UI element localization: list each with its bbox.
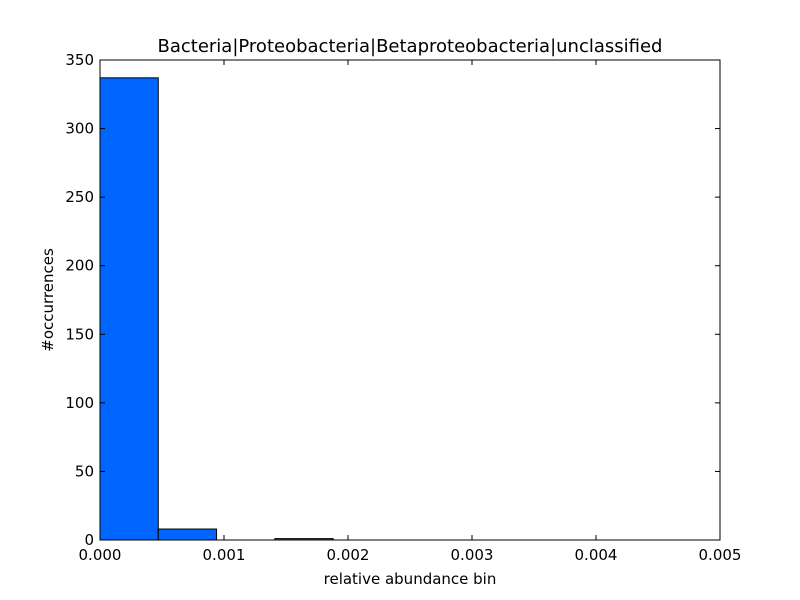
histogram-bar-1 xyxy=(157,528,218,541)
y-tick-label: 100 xyxy=(65,394,94,412)
x-tick-label: 0.000 xyxy=(79,546,122,564)
plot-frame xyxy=(99,59,721,541)
y-tick-label: 150 xyxy=(65,325,94,343)
x-tick-label: 0.005 xyxy=(699,546,742,564)
x-tick-label: 0.001 xyxy=(203,546,246,564)
y-tick-label: 350 xyxy=(65,51,94,69)
y-tick-label: 0 xyxy=(84,531,94,549)
x-tick-label: 0.003 xyxy=(451,546,494,564)
histogram-bar-0 xyxy=(99,77,159,541)
y-tick-label: 250 xyxy=(65,188,94,206)
y-tick-label: 300 xyxy=(65,120,94,138)
ticks-group: 0.000 0.001 0.002 0.003 0.004 0.005 0 50 100 150 2… xyxy=(65,51,741,564)
x-axis-label: relative abundance bin xyxy=(324,570,497,588)
x-tick-label: 0.002 xyxy=(327,546,370,564)
bars-group xyxy=(99,77,334,541)
chart-title: Bacteria|Proteobacteria|Betaproteobacter… xyxy=(157,36,662,57)
y-axis-label: #occurrences xyxy=(39,248,57,352)
x-tick-label: 0.004 xyxy=(575,546,618,564)
y-tick-label: 50 xyxy=(75,462,94,480)
y-tick-label: 200 xyxy=(65,257,94,275)
